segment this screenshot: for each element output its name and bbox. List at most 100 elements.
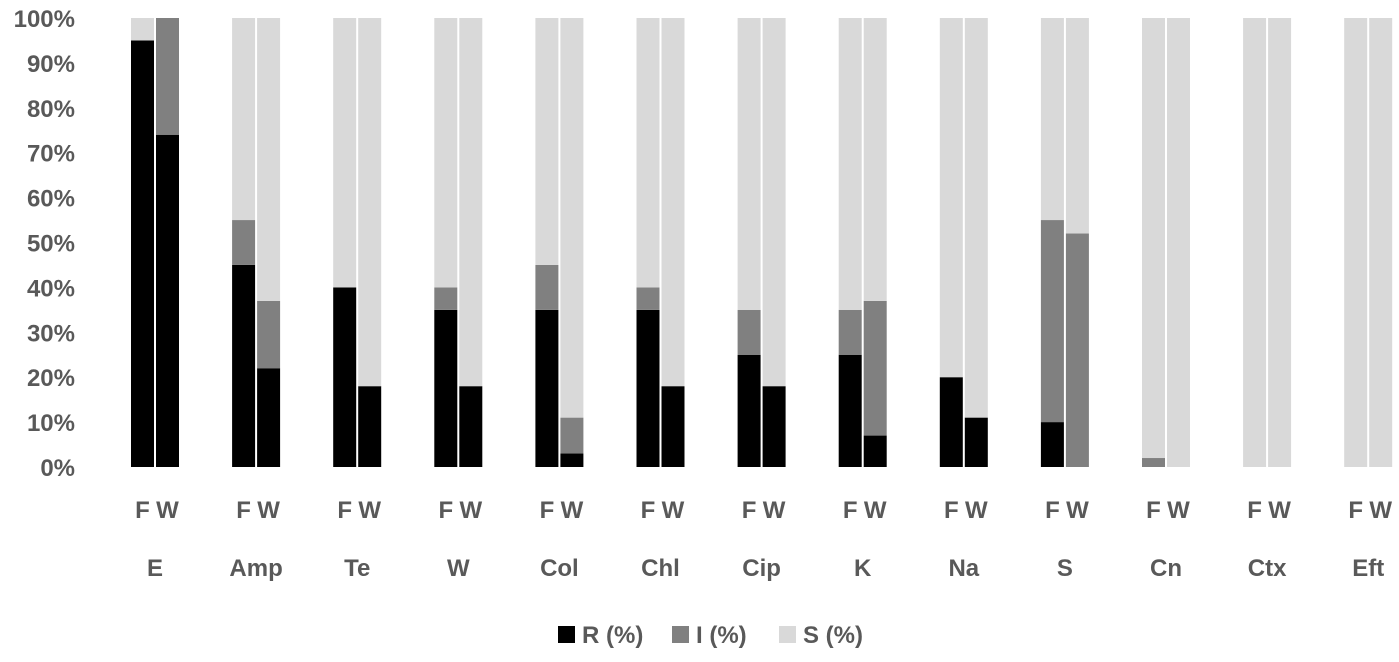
bar-segment-amp-f-s <box>232 18 256 221</box>
x-subcategory-label: W <box>965 497 988 524</box>
bar-segment-s-f-s <box>1040 18 1064 221</box>
bar-segment-te-f-s <box>333 18 357 288</box>
bar-segment-e-f-s <box>131 18 154 41</box>
bar-segment-s-f-r <box>1040 422 1064 467</box>
bar-segment-te-w-s <box>358 18 382 387</box>
bar-segment-eft-f-s <box>1344 18 1368 467</box>
y-tick-label: 30% <box>27 320 75 347</box>
bar-segment-cip-w-r <box>762 386 786 467</box>
y-tick-label: 60% <box>27 186 75 213</box>
bar-segment-col-f-i <box>535 264 559 310</box>
x-subcategory-label: F <box>1045 497 1060 524</box>
bar-segment-e-f-r <box>131 40 154 467</box>
x-subcategory-label: W <box>1066 497 1089 524</box>
legend-label-r: R (%) <box>582 622 643 649</box>
bar-segment-na-f-r <box>939 377 963 467</box>
y-axis: 0% 10% 20% 30% 40% 50% 60% 70% 80% 90% 100% <box>14 6 75 482</box>
x-group-label: Col <box>540 555 579 582</box>
x-group-label: Na <box>948 555 979 582</box>
bar-segment-s-w-s <box>1065 18 1089 234</box>
bar-segment-k-f-i <box>838 309 862 355</box>
bar-segment-k-f-r <box>838 354 862 467</box>
x-subcategory-label: F <box>1348 497 1363 524</box>
bar-segment-ctx-f-s <box>1243 18 1267 467</box>
y-tick-label: 80% <box>27 96 75 123</box>
legend: R (%) I (%) S (%) <box>558 622 863 649</box>
bar-segment-w-f-s <box>434 18 458 288</box>
x-subcategory-label: F <box>1247 497 1262 524</box>
bar-segment-k-w-s <box>863 18 887 301</box>
x-subcategory-label: W <box>459 497 482 524</box>
bar-segment-w-w-r <box>459 386 483 467</box>
legend-swatch-i <box>672 626 689 643</box>
x-subcategory-label: F <box>337 497 352 524</box>
bar-segment-cn-f-s <box>1142 18 1165 459</box>
x-subcategory-label: F <box>843 497 858 524</box>
y-tick-label: 40% <box>27 275 75 302</box>
bar-segment-k-w-r <box>863 435 887 467</box>
y-tick-label: 0% <box>40 455 75 482</box>
x-subcategory-label: F <box>641 497 656 524</box>
x-subcategory-label: W <box>662 497 685 524</box>
x-subcategory-label: W <box>1268 497 1291 524</box>
x-subcategory-label: W <box>561 497 584 524</box>
x-subcategory-label: W <box>156 497 179 524</box>
y-tick-label: 100% <box>14 6 75 33</box>
bar-segment-amp-w-i <box>257 300 281 369</box>
bar-segment-s-f-i <box>1040 220 1064 423</box>
y-tick-label: 90% <box>27 51 75 78</box>
legend-label-i: I (%) <box>696 622 747 649</box>
bar-segment-te-f-r <box>333 287 357 467</box>
x-group-label: E <box>147 555 163 582</box>
bar-segment-chl-w-r <box>661 386 685 467</box>
bar-segment-s-w-i <box>1065 233 1089 467</box>
bar-segment-k-w-i <box>863 300 887 436</box>
x-subcategory-label: W <box>763 497 786 524</box>
bar-segment-amp-f-r <box>232 264 256 467</box>
bar-segment-col-w-s <box>560 18 584 418</box>
bar-segment-e-w-r <box>156 134 179 468</box>
bar-segment-cip-f-r <box>737 354 761 467</box>
bar-segment-e-w-i <box>156 18 179 135</box>
x-subcategory-label: F <box>944 497 959 524</box>
bar-segment-ctx-w-s <box>1268 18 1292 467</box>
bar-segment-w-f-r <box>434 309 458 467</box>
x-group-label: Amp <box>229 555 282 582</box>
x-subcategory-label: F <box>236 497 251 524</box>
x-subcategory-label: W <box>257 497 280 524</box>
bar-segment-col-f-s <box>535 18 559 265</box>
bars-layer <box>131 18 1393 468</box>
bar-segment-col-w-r <box>560 453 584 467</box>
bar-segment-col-f-r <box>535 309 559 467</box>
x-subcategory-label: F <box>135 497 150 524</box>
x-group-label: S <box>1057 555 1073 582</box>
legend-label-s: S (%) <box>803 622 863 649</box>
legend-swatch-s <box>779 626 796 643</box>
x-group-label: K <box>854 555 872 582</box>
x-subcategory-label: F <box>540 497 555 524</box>
bar-segment-chl-f-r <box>636 309 660 467</box>
x-group-label: Cip <box>742 555 781 582</box>
bar-segment-w-f-i <box>434 287 458 310</box>
y-tick-label: 20% <box>27 365 75 392</box>
bar-segment-na-w-s <box>964 18 988 418</box>
x-subcategory-label: F <box>438 497 453 524</box>
bar-segment-na-w-r <box>964 417 988 467</box>
y-tick-label: 50% <box>27 231 75 258</box>
x-subcategory-label: W <box>864 497 887 524</box>
legend-swatch-r <box>558 626 575 643</box>
x-group-label: Cn <box>1150 555 1182 582</box>
x-group-label: Ctx <box>1248 555 1287 582</box>
bar-segment-w-w-s <box>459 18 483 387</box>
x-subcategory-label: F <box>1146 497 1161 524</box>
x-group-label: Eft <box>1352 555 1384 582</box>
bar-segment-amp-w-r <box>257 368 281 467</box>
x-group-label: Te <box>344 555 370 582</box>
x-subcategory-label: W <box>1369 497 1392 524</box>
bar-segment-amp-w-s <box>257 18 281 301</box>
bar-segment-na-f-s <box>939 18 963 378</box>
x-subcategory-label: W <box>1167 497 1190 524</box>
